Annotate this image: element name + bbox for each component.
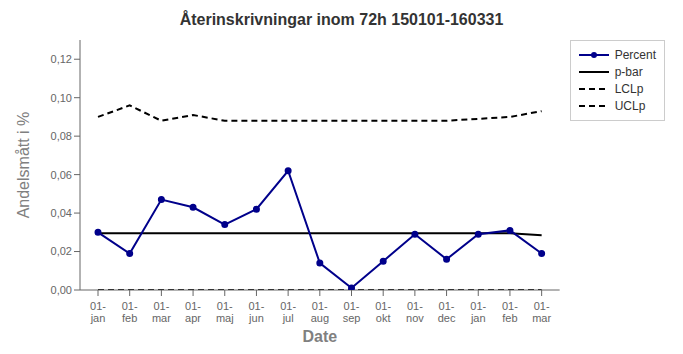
svg-text:Date: Date	[302, 328, 337, 345]
svg-text:0,08: 0,08	[51, 130, 72, 142]
html-text:Återinskrivningar inom 72h 150: Återinskrivningar inom 72h 150101-160331	[179, 11, 504, 28]
svg-text:01-aug: 01-aug	[311, 300, 329, 324]
svg-text:01-feb: 01-feb	[502, 300, 518, 324]
svg-text:01-okt: 01-okt	[375, 300, 391, 324]
svg-text:01-sep: 01-sep	[343, 300, 361, 324]
html-text:Percent: Percent	[614, 48, 656, 62]
svg-text:0,12: 0,12	[51, 53, 72, 65]
svg-text:01-jan: 01-jan	[90, 300, 107, 324]
svg-text:0,10: 0,10	[51, 92, 72, 104]
html-text:UCLp: UCLp	[614, 99, 646, 113]
svg-text:0,06: 0,06	[51, 169, 72, 181]
svg-text:0,04: 0,04	[51, 207, 72, 219]
svg-text:01-nov: 01-nov	[406, 300, 424, 324]
svg-text:Andelsmått i %: Andelsmått i %	[15, 112, 32, 219]
svg-text:01-mar: 01-mar	[532, 300, 551, 324]
svg-text:01-maj: 01-maj	[216, 300, 234, 324]
svg-text:01-jun: 01-jun	[248, 300, 265, 324]
svg-text:0,02: 0,02	[51, 245, 72, 257]
html-text:p-bar: p-bar	[614, 65, 643, 79]
svg-text:01-feb: 01-feb	[122, 300, 138, 324]
html-text:LCLp: LCLp	[614, 82, 644, 96]
svg-text:01-jul: 01-jul	[280, 300, 296, 324]
svg-text:0,00: 0,00	[51, 284, 72, 296]
svg-text:01-apr: 01-apr	[185, 300, 201, 324]
svg-text:01-mar: 01-mar	[152, 300, 171, 324]
svg-text:01-dec: 01-dec	[438, 300, 456, 324]
svg-text:01-jan: 01-jan	[470, 300, 487, 324]
